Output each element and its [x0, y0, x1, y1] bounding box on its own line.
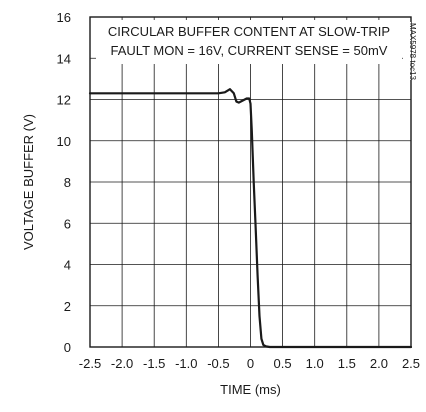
- annotation-line-2: FAULT MON = 16V, CURRENT SENSE = 50mV: [111, 43, 388, 58]
- y-tick-label: 0: [64, 340, 71, 355]
- x-tick-label: 0.5: [274, 356, 292, 371]
- annotation-background: [96, 20, 402, 64]
- series-line-0: [88, 88, 413, 349]
- grid: [90, 17, 411, 347]
- annotation-line-1: CIRCULAR BUFFER CONTENT AT SLOW-TRIP: [108, 24, 390, 39]
- y-tick-label: 2: [64, 299, 71, 314]
- x-tick-label: 1.0: [306, 356, 324, 371]
- y-tick-label: 6: [64, 216, 71, 231]
- figure-code-group: MAX5978 toc13: [403, 22, 417, 80]
- x-tick-label: -1.5: [143, 356, 165, 371]
- y-tick-label: 16: [57, 10, 71, 25]
- y-axis-title: VOLTAGE BUFFER (V): [21, 114, 36, 250]
- x-tick-label: 1.5: [338, 356, 356, 371]
- x-tick-label: 2.5: [402, 356, 420, 371]
- y-tick-label: 14: [57, 51, 71, 66]
- x-tick-label: -0.5: [207, 356, 229, 371]
- x-tick-labels: -2.5 -2.0 -1.5 -1.0 -0.5 0 0.5 1.0 1.5 2.0 2.5: [79, 356, 420, 371]
- x-tick-label: -2.0: [111, 356, 133, 371]
- y-tick-label: 12: [57, 93, 71, 108]
- figure-code-background: [403, 22, 411, 80]
- y-tick-label: 8: [64, 175, 71, 190]
- figure-code: MAX5978 toc13: [408, 23, 417, 80]
- x-axis-title: TIME (ms): [220, 382, 281, 397]
- plot-frame: [89, 16, 412, 348]
- y-tick-label: 4: [64, 258, 71, 273]
- x-tick-label: 0: [247, 356, 254, 371]
- x-tick-label: 2.0: [370, 356, 388, 371]
- annotation-box: CIRCULAR BUFFER CONTENT AT SLOW-TRIP FAU…: [96, 20, 402, 64]
- series-layer: [88, 88, 413, 349]
- x-tick-label: -1.0: [175, 356, 197, 371]
- y-tick-labels: 0 2 4 6 8 10 12 14 16: [57, 10, 71, 355]
- x-tick-label: -2.5: [79, 356, 101, 371]
- y-tick-label: 10: [57, 134, 71, 149]
